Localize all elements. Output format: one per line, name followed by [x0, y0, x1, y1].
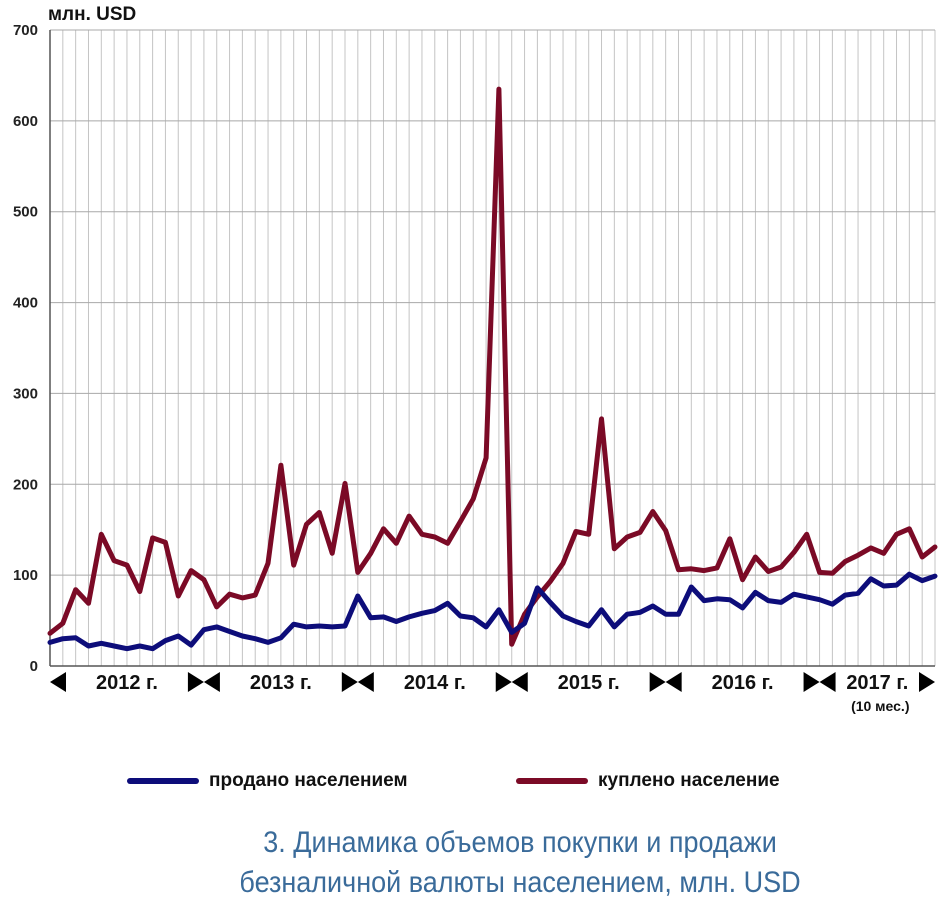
y-tick-labels: 0 100 200 300 400 500 600 700 [13, 22, 38, 675]
year-start-arrow [203, 672, 220, 692]
caption-line-1: 3. Динамика объемов покупки и продажи [263, 826, 777, 859]
legend-label-sold: продано населением [209, 770, 408, 791]
year-end-arrow [495, 672, 512, 692]
y-tick-label: 400 [13, 295, 38, 312]
y-tick-label: 700 [13, 22, 38, 39]
y-tick-label: 0 [30, 658, 38, 675]
year-end-arrow [187, 672, 204, 692]
year-label: 2012 г. [96, 672, 158, 694]
year-start-arrow [50, 672, 66, 692]
year-label: 2013 г. [250, 672, 312, 694]
year-start-arrow [819, 672, 836, 692]
y-tick-label: 100 [13, 567, 38, 584]
year-start-arrow [665, 672, 682, 692]
year-note: (10 мес.) [851, 698, 909, 714]
year-end-arrow [341, 672, 358, 692]
grid [49, 29, 936, 667]
year-end-arrow [803, 672, 820, 692]
series-line-sold [47, 571, 938, 652]
year-label: 2017 г. [846, 672, 908, 694]
caption-line-2: безналичной валюты населением, млн. USD [239, 866, 801, 899]
year-axis: 2012 г. 2013 г. 2014 г. 2015 г. 2016 г. 2017 … [50, 672, 935, 714]
year-end-arrow [919, 672, 935, 692]
year-label: 2014 г. [404, 672, 466, 694]
legend-swatch-sold [127, 778, 199, 784]
legend-swatch-bought [516, 778, 588, 784]
year-end-arrow [649, 672, 666, 692]
series-line-bought [47, 86, 938, 647]
y-tick-label: 300 [13, 385, 38, 402]
legend-item-bought: куплено население [516, 770, 780, 792]
y-axis-unit-label: млн. USD [48, 4, 137, 25]
year-start-arrow [357, 672, 374, 692]
y-tick-label: 600 [13, 113, 38, 130]
year-label: 2015 г. [558, 672, 620, 694]
y-tick-label: 200 [13, 476, 38, 493]
year-label: 2016 г. [712, 672, 774, 694]
legend-item-sold: продано населением [127, 770, 408, 792]
legend: продано населением куплено население [0, 770, 948, 800]
y-tick-label: 500 [13, 204, 38, 221]
series-lines [47, 86, 938, 652]
legend-label-bought: куплено население [598, 770, 780, 791]
year-start-arrow [511, 672, 528, 692]
